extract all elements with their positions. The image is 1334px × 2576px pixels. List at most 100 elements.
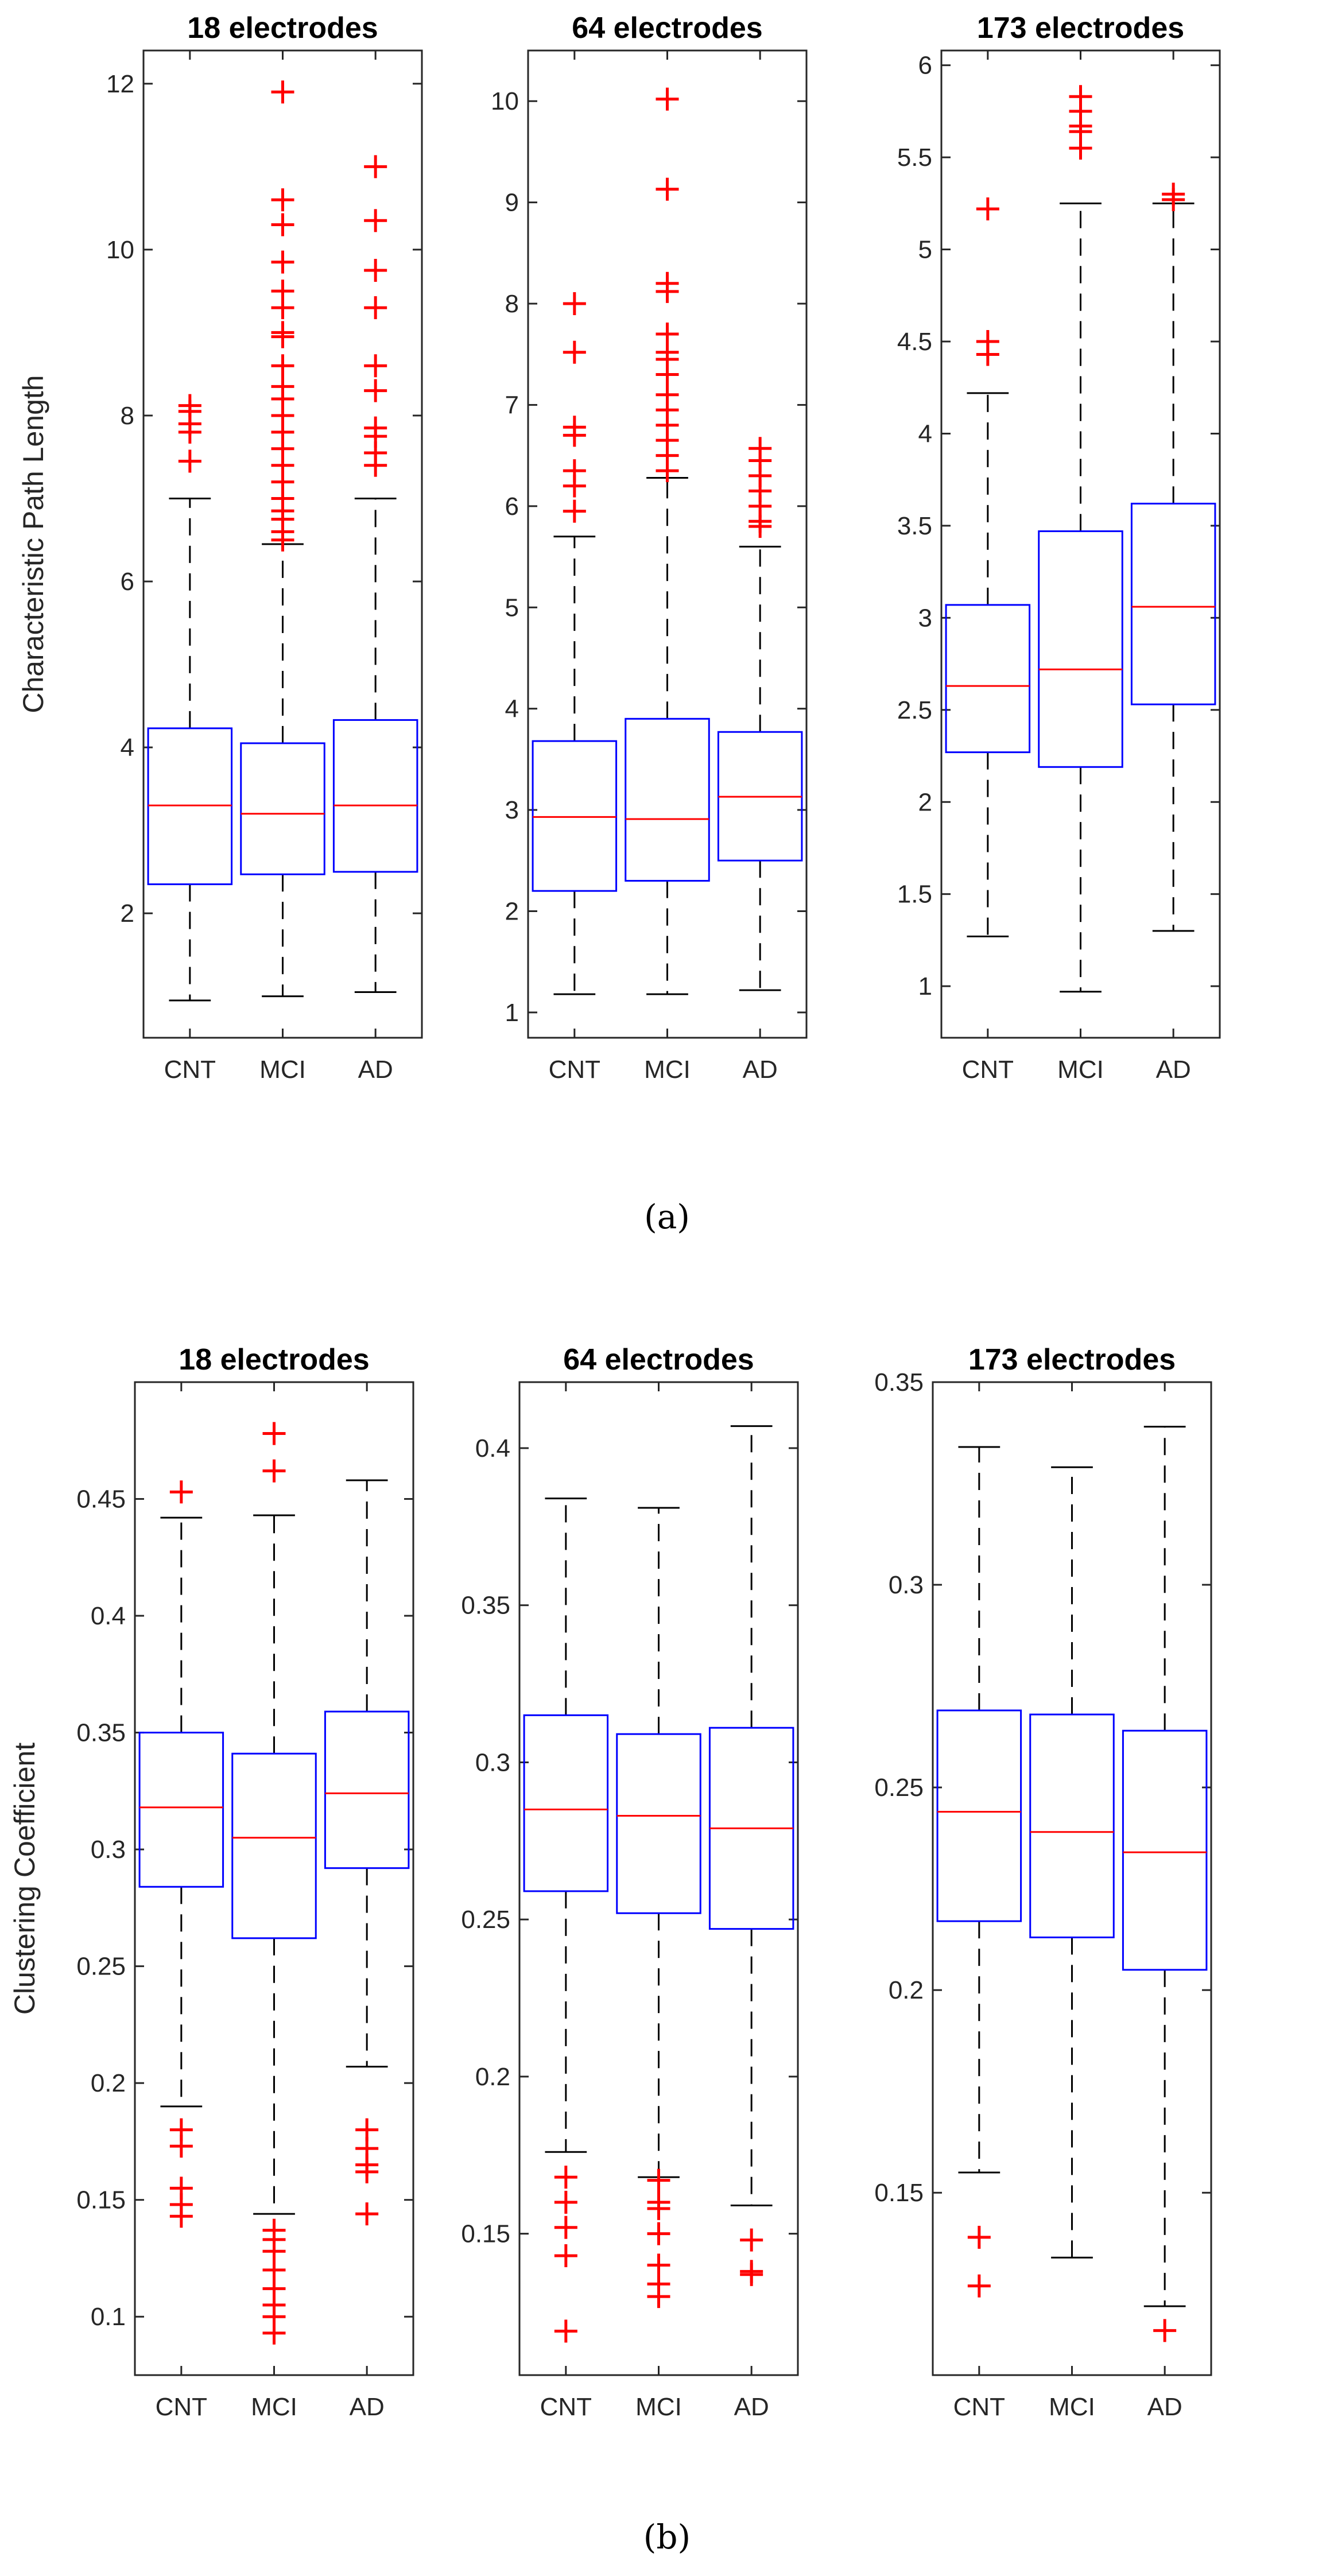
iqr-box: [1130, 502, 1216, 705]
x-tick-label: MCI: [251, 2393, 297, 2421]
y-tick-label: 1.5: [897, 880, 932, 909]
y-axis-label: Characteristic Path Length: [17, 375, 49, 713]
box-cnt: [532, 292, 618, 995]
outlier-marker: [1069, 85, 1092, 108]
y-tick-label: 8: [505, 290, 519, 318]
y-tick-label: 2.5: [897, 696, 932, 724]
outlier-marker: [563, 340, 586, 364]
iqr-box: [324, 1710, 410, 1869]
box-plot-panel-2: 64 electrodes 1 2 3 4 5 6 7 8 9 10 CNT MCI AD: [491, 11, 808, 1084]
y-tick-label: 0.35: [874, 1368, 924, 1396]
iqr-box: [523, 1714, 609, 1892]
outlier-marker: [563, 416, 586, 439]
outlier-marker: [169, 2177, 193, 2200]
iqr-box: [936, 1709, 1022, 1922]
panel-title: 64 electrodes: [563, 1343, 754, 1376]
outlier-marker: [749, 437, 772, 460]
outlier-marker: [271, 280, 294, 303]
outlier-marker: [656, 87, 679, 111]
x-tick-label: CNT: [156, 2393, 207, 2421]
y-tick-label: 1: [505, 999, 519, 1027]
y-tick-label: 3: [505, 796, 519, 824]
y-tick-label: 2: [505, 897, 519, 925]
box-ad: [1130, 183, 1216, 932]
y-tick-label: 0.3: [475, 1748, 510, 1776]
outlier-marker: [271, 188, 294, 212]
y-tick-label: 1: [918, 972, 932, 1000]
outlier-marker: [656, 322, 679, 346]
box-cnt: [138, 1480, 224, 2228]
x-tick-label: CNT: [962, 1056, 1014, 1084]
y-tick-label: 0.2: [91, 2069, 126, 2097]
y-tick-label: 0.35: [461, 1592, 510, 1620]
outlier-marker: [554, 2244, 577, 2267]
y-tick-label: 12: [106, 70, 134, 98]
x-tick-label: MCI: [635, 2393, 682, 2421]
outlier-marker: [364, 296, 387, 320]
box-mci: [616, 1507, 701, 2309]
outlier-marker: [967, 2225, 991, 2249]
outlier-marker: [271, 375, 294, 398]
y-tick-label: 0.45: [76, 1485, 126, 1514]
y-tick-label: 5: [918, 236, 932, 264]
y-tick-label: 6: [918, 52, 932, 80]
y-tick-label: 0.35: [76, 1719, 126, 1747]
y-tick-label: 3: [918, 604, 932, 632]
box-plot-panel-4: 18 electrodes Clustering Coefficient 0.1 0.…: [9, 1343, 414, 2421]
box-ad: [324, 1479, 410, 2226]
box-ad: [1122, 1426, 1208, 2342]
outlier-marker: [364, 155, 387, 179]
outlier-marker: [271, 250, 294, 274]
panel-title: 173 electrodes: [968, 1343, 1176, 1376]
outlier-marker: [169, 2118, 193, 2142]
outlier-marker: [563, 499, 586, 523]
outlier-marker: [271, 213, 294, 236]
caption-b: (b): [643, 2517, 691, 2556]
outlier-marker: [647, 2168, 670, 2192]
y-tick-label: 0.2: [475, 2063, 510, 2091]
outlier-marker: [1153, 2319, 1177, 2342]
iqr-box: [1029, 1713, 1115, 1938]
outlier-marker: [271, 354, 294, 378]
outlier-marker: [976, 330, 999, 354]
outlier-marker: [563, 292, 586, 316]
x-tick-label: CNT: [549, 1056, 600, 1084]
y-axis-label: Clustering Coefficient: [9, 1743, 41, 2015]
panel-title: 18 electrodes: [179, 1343, 369, 1376]
outlier-marker: [656, 271, 679, 295]
panel-title: 64 electrodes: [572, 11, 762, 45]
outlier-marker: [355, 2202, 379, 2226]
iqr-box: [240, 742, 325, 875]
iqr-box: [332, 719, 418, 873]
y-tick-label: 0.25: [76, 1953, 126, 1981]
outlier-marker: [262, 2218, 286, 2242]
x-tick-label: CNT: [164, 1056, 216, 1084]
outlier-marker: [647, 2190, 670, 2214]
x-tick-label: CNT: [540, 2393, 592, 2421]
y-tick-label: 4.5: [897, 328, 932, 356]
box-mci: [1029, 1466, 1115, 2259]
box-mci: [240, 80, 325, 998]
outlier-marker: [262, 1459, 286, 1483]
box-cnt: [936, 1446, 1022, 2298]
box-mci: [625, 87, 710, 995]
y-tick-label: 0.25: [461, 1906, 510, 1934]
outlier-marker: [178, 394, 201, 417]
caption-a: (a): [644, 1197, 690, 1236]
outlier-marker: [554, 2166, 577, 2189]
y-tick-label: 4: [505, 695, 519, 723]
box-ad: [332, 155, 418, 994]
box-plot-panel-3: 173 electrodes 1 1.5 2 2.5 3 3.5 4 4.5 5 5.5 6 CNT MC…: [897, 11, 1221, 1084]
x-tick-label: AD: [734, 2393, 769, 2421]
iqr-box: [532, 740, 618, 892]
box-mci: [231, 1422, 317, 2345]
y-tick-label: 8: [121, 402, 134, 430]
y-tick-label: 4: [121, 734, 134, 762]
x-tick-label: AD: [1147, 2393, 1182, 2421]
y-tick-label: 0.25: [874, 1774, 924, 1802]
outlier-marker: [976, 197, 999, 220]
outlier-marker: [262, 1422, 286, 1445]
y-tick-label: 0.4: [475, 1434, 510, 1462]
y-tick-label: 7: [505, 391, 519, 419]
